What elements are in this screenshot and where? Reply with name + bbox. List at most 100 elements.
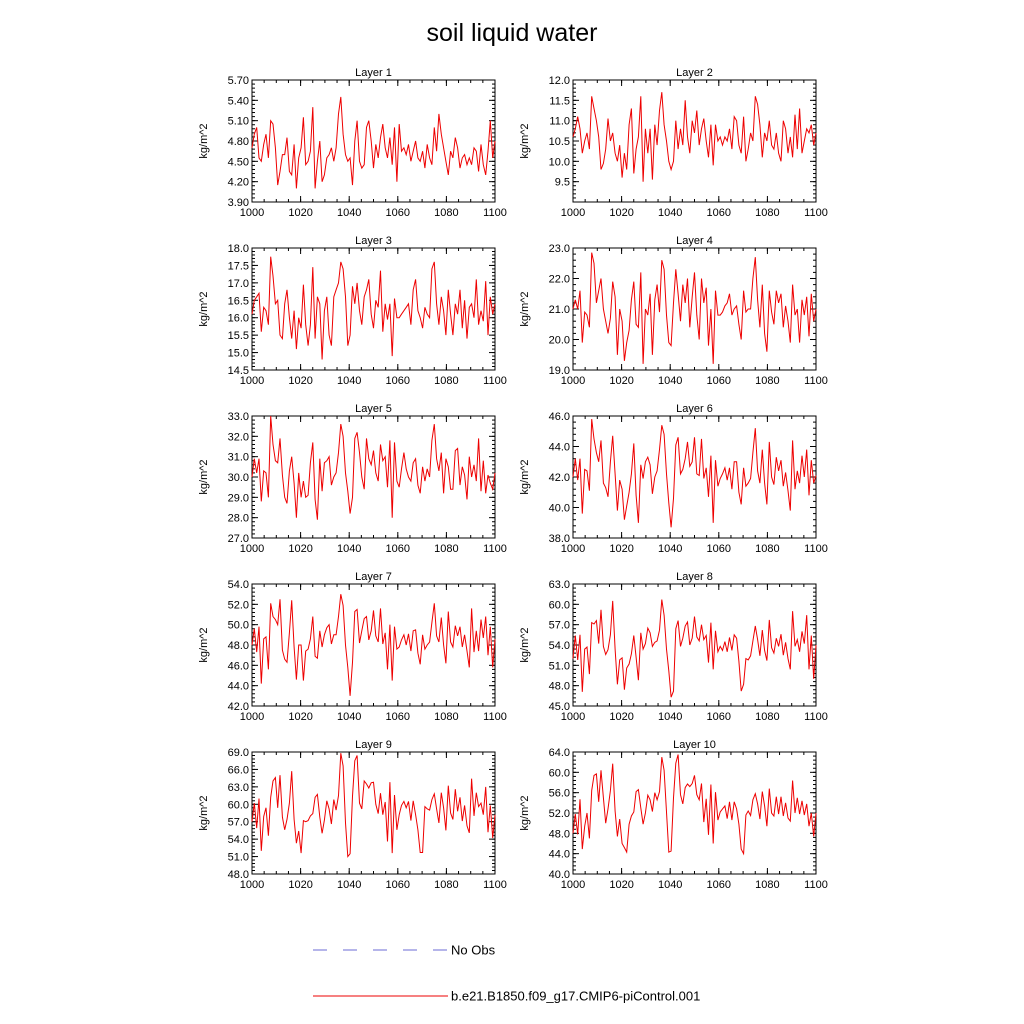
- chart-panel: Layer 5 kg/m^2 1000 1020 1040 1060 1080 1100 27.…: [198, 403, 507, 555]
- y-axis-label: kg/m^2: [198, 123, 210, 158]
- chart-panel: Layer 8 kg/m^2 1000 1020 1040 1060 1080 1100 45.…: [519, 571, 828, 723]
- y-tick-label: 4.50: [228, 156, 249, 168]
- y-tick-label: 10.5: [549, 136, 570, 148]
- y-axis-label: kg/m^2: [198, 291, 210, 326]
- y-tick-label: 63.0: [549, 579, 570, 591]
- panel-title: Layer 5: [355, 403, 392, 415]
- y-tick-label: 44.0: [228, 681, 249, 693]
- y-tick-label: 32.0: [228, 431, 249, 443]
- y-tick-label: 54.0: [549, 640, 570, 652]
- x-tick-label: 1040: [658, 711, 682, 723]
- y-tick-label: 48.0: [228, 640, 249, 652]
- y-tick-label: 48.0: [549, 828, 570, 840]
- chart-panel: Layer 4 kg/m^2 1000 1020 1040 1060 1080 1100 19.…: [519, 235, 828, 387]
- x-tick-label: 1040: [337, 543, 361, 555]
- x-tick-label: 1040: [337, 879, 361, 891]
- panel-title: Layer 10: [673, 739, 716, 751]
- y-tick-label: 30.0: [228, 472, 249, 484]
- x-tick-label: 1080: [755, 207, 779, 219]
- y-tick-label: 29.0: [228, 492, 249, 504]
- x-tick-label: 1000: [240, 543, 264, 555]
- x-tick-label: 1020: [288, 375, 312, 387]
- series-line: [572, 599, 817, 698]
- y-tick-label: 60.0: [228, 799, 249, 811]
- y-tick-label: 3.90: [228, 197, 249, 209]
- series-line: [251, 594, 496, 696]
- x-tick-label: 1020: [609, 879, 633, 891]
- x-tick-label: 1080: [434, 207, 458, 219]
- y-tick-label: 44.0: [549, 849, 570, 861]
- chart-panel: Layer 3 kg/m^2 1000 1020 1040 1060 1080 1100 14.…: [198, 235, 507, 387]
- y-tick-label: 23.0: [549, 243, 570, 255]
- chart-panel: Layer 2 kg/m^2 1000 1020 1040 1060 1080 1100 9.5…: [519, 67, 828, 219]
- series-line: [572, 92, 817, 182]
- x-tick-label: 1080: [755, 711, 779, 723]
- y-tick-label: 16.5: [228, 295, 249, 307]
- x-tick-label: 1080: [434, 543, 458, 555]
- x-tick-label: 1060: [707, 879, 731, 891]
- x-tick-label: 1020: [288, 711, 312, 723]
- y-tick-label: 4.80: [228, 136, 249, 148]
- x-tick-label: 1080: [755, 375, 779, 387]
- x-tick-label: 1020: [288, 879, 312, 891]
- y-tick-label: 54.0: [228, 834, 249, 846]
- y-tick-label: 27.0: [228, 533, 249, 545]
- x-tick-label: 1000: [561, 543, 585, 555]
- y-axis-label: kg/m^2: [198, 459, 210, 494]
- y-tick-label: 19.0: [549, 365, 570, 377]
- y-tick-label: 31.0: [228, 452, 249, 464]
- y-tick-label: 40.0: [549, 503, 570, 515]
- x-tick-label: 1080: [434, 711, 458, 723]
- chart-panel: Layer 1 kg/m^2 1000 1020 1040 1060 1080 1100 3.9…: [198, 67, 507, 219]
- x-tick-label: 1020: [288, 543, 312, 555]
- panel-title: Layer 4: [676, 235, 713, 247]
- panel-title: Layer 3: [355, 235, 392, 247]
- x-tick-label: 1060: [386, 375, 410, 387]
- x-tick-label: 1020: [609, 207, 633, 219]
- x-tick-label: 1000: [561, 207, 585, 219]
- x-tick-label: 1080: [755, 879, 779, 891]
- plot-frame: [572, 247, 817, 371]
- x-tick-label: 1100: [804, 375, 828, 387]
- x-tick-label: 1060: [707, 543, 731, 555]
- series-line: [572, 252, 817, 364]
- y-tick-label: 5.10: [228, 116, 249, 128]
- y-tick-label: 50.0: [228, 620, 249, 632]
- x-tick-label: 1060: [386, 879, 410, 891]
- chart-panel: Layer 7 kg/m^2 1000 1020 1040 1060 1080 1100 42.…: [198, 571, 507, 723]
- y-tick-label: 66.0: [228, 764, 249, 776]
- y-axis-label: kg/m^2: [519, 627, 531, 662]
- y-axis-label: kg/m^2: [519, 123, 531, 158]
- y-tick-label: 20.0: [549, 335, 570, 347]
- y-tick-label: 60.0: [549, 767, 570, 779]
- y-tick-label: 21.0: [549, 304, 570, 316]
- y-tick-label: 52.0: [228, 599, 249, 611]
- y-tick-label: 56.0: [549, 788, 570, 800]
- x-tick-label: 1020: [288, 207, 312, 219]
- y-tick-label: 16.0: [228, 313, 249, 325]
- x-tick-label: 1040: [658, 879, 682, 891]
- y-tick-label: 17.0: [228, 278, 249, 290]
- x-tick-label: 1080: [434, 375, 458, 387]
- plot-frame: [251, 79, 496, 203]
- x-tick-label: 1100: [483, 543, 507, 555]
- x-tick-label: 1060: [707, 207, 731, 219]
- x-tick-label: 1100: [483, 711, 507, 723]
- y-axis-label: kg/m^2: [519, 795, 531, 830]
- panel-title: Layer 2: [676, 67, 713, 79]
- series-line: [251, 96, 496, 189]
- plot-frame: [572, 79, 817, 203]
- x-tick-label: 1000: [240, 879, 264, 891]
- chart-panel: Layer 9 kg/m^2 1000 1020 1040 1060 1080 1100 48.…: [198, 739, 507, 891]
- panel-title: Layer 9: [355, 739, 392, 751]
- y-tick-label: 10.0: [549, 156, 570, 168]
- y-tick-label: 52.0: [549, 808, 570, 820]
- x-tick-label: 1040: [337, 711, 361, 723]
- y-axis-label: kg/m^2: [519, 459, 531, 494]
- y-tick-label: 60.0: [549, 599, 570, 611]
- y-tick-label: 33.0: [228, 411, 249, 423]
- x-tick-label: 1020: [609, 543, 633, 555]
- y-axis-label: kg/m^2: [198, 627, 210, 662]
- y-tick-label: 9.5: [555, 177, 570, 189]
